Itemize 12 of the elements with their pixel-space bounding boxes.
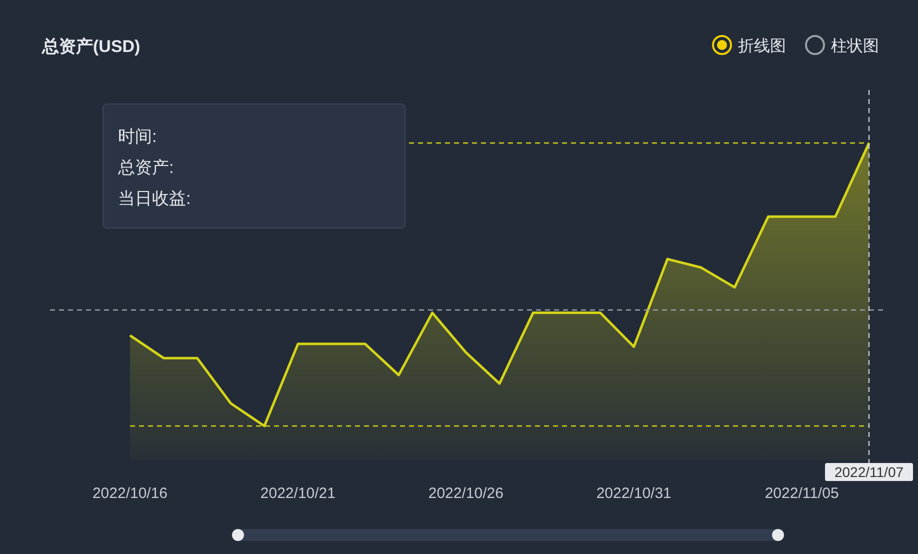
- annotation: 当日收益:: [118, 189, 191, 208]
- x-tick-label: 2022/10/26: [428, 485, 504, 502]
- chart-title: 总资产(USD): [41, 37, 140, 56]
- x-tick-label: 2022/11/05: [764, 485, 839, 502]
- annotation: 总资产:: [117, 158, 174, 177]
- x-tick-label: 2022/10/16: [92, 485, 168, 502]
- chart-switch: 折线图 柱状图: [712, 35, 879, 55]
- annotation: 时间:: [118, 127, 157, 146]
- tooltip: 时间: 总资产: 当日收益:: [102, 104, 406, 228]
- x-tick-label: 2022/10/21: [260, 485, 336, 502]
- x-tick-label: 2022/10/31: [596, 485, 672, 502]
- ref-line-label: 2022/11/07: [834, 464, 904, 480]
